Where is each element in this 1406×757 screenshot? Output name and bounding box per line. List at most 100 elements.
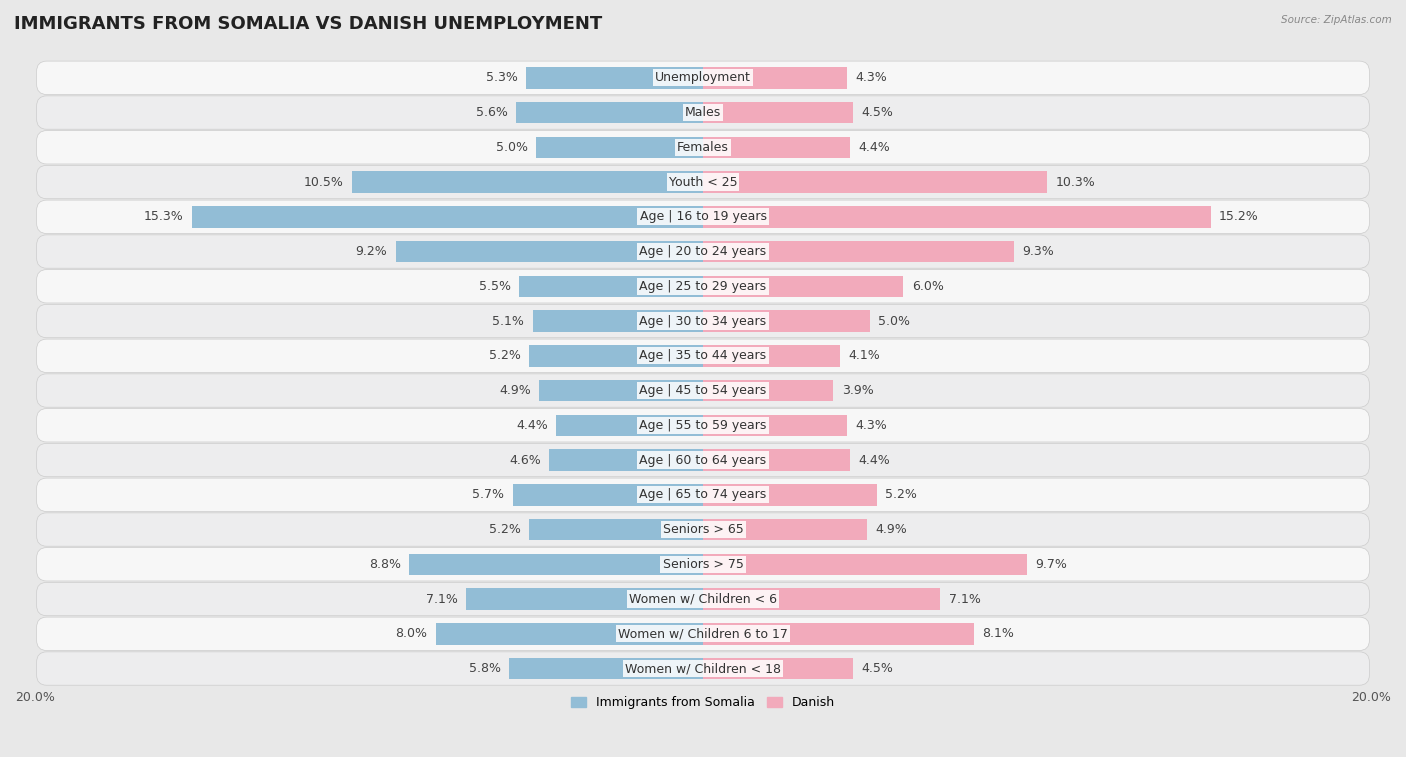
- Bar: [703, 206, 1211, 228]
- Text: Males: Males: [685, 106, 721, 119]
- Text: Age | 20 to 24 years: Age | 20 to 24 years: [640, 245, 766, 258]
- FancyBboxPatch shape: [37, 652, 1369, 685]
- FancyBboxPatch shape: [37, 131, 1369, 164]
- Bar: [703, 101, 853, 123]
- FancyBboxPatch shape: [37, 478, 1369, 512]
- Text: Age | 65 to 74 years: Age | 65 to 74 years: [640, 488, 766, 501]
- FancyBboxPatch shape: [37, 339, 1369, 372]
- Text: 8.1%: 8.1%: [981, 628, 1014, 640]
- Bar: [193, 206, 703, 228]
- Text: 5.8%: 5.8%: [470, 662, 501, 675]
- FancyBboxPatch shape: [37, 200, 1369, 233]
- Text: Age | 16 to 19 years: Age | 16 to 19 years: [640, 210, 766, 223]
- Text: 10.5%: 10.5%: [304, 176, 344, 188]
- Text: Age | 35 to 44 years: Age | 35 to 44 years: [640, 349, 766, 363]
- Bar: [509, 658, 703, 679]
- Text: 6.0%: 6.0%: [911, 280, 943, 293]
- Text: 15.3%: 15.3%: [143, 210, 184, 223]
- Bar: [703, 171, 1047, 193]
- Text: Youth < 25: Youth < 25: [669, 176, 737, 188]
- Bar: [703, 310, 870, 332]
- Text: 4.3%: 4.3%: [855, 71, 887, 84]
- FancyBboxPatch shape: [37, 304, 1369, 338]
- Bar: [703, 380, 834, 401]
- Bar: [703, 345, 839, 366]
- Bar: [703, 136, 851, 158]
- Bar: [519, 276, 703, 297]
- Text: 3.9%: 3.9%: [842, 384, 873, 397]
- FancyBboxPatch shape: [37, 582, 1369, 615]
- Text: Seniors > 65: Seniors > 65: [662, 523, 744, 536]
- Bar: [465, 588, 703, 610]
- Text: Source: ZipAtlas.com: Source: ZipAtlas.com: [1281, 15, 1392, 25]
- Text: Women w/ Children < 18: Women w/ Children < 18: [626, 662, 780, 675]
- Text: 10.3%: 10.3%: [1056, 176, 1095, 188]
- Text: Age | 45 to 54 years: Age | 45 to 54 years: [640, 384, 766, 397]
- FancyBboxPatch shape: [37, 165, 1369, 199]
- Text: 4.9%: 4.9%: [875, 523, 907, 536]
- Bar: [703, 415, 846, 436]
- Text: 4.6%: 4.6%: [509, 453, 541, 466]
- FancyBboxPatch shape: [37, 444, 1369, 477]
- Text: 5.0%: 5.0%: [496, 141, 527, 154]
- Text: 5.3%: 5.3%: [485, 71, 517, 84]
- Text: 4.5%: 4.5%: [862, 662, 894, 675]
- Bar: [533, 310, 703, 332]
- Text: 5.2%: 5.2%: [489, 523, 522, 536]
- Text: Women w/ Children 6 to 17: Women w/ Children 6 to 17: [619, 628, 787, 640]
- Bar: [703, 276, 904, 297]
- Text: Seniors > 75: Seniors > 75: [662, 558, 744, 571]
- FancyBboxPatch shape: [37, 547, 1369, 581]
- Text: Age | 25 to 29 years: Age | 25 to 29 years: [640, 280, 766, 293]
- Bar: [395, 241, 703, 263]
- Text: 4.3%: 4.3%: [855, 419, 887, 431]
- Text: 5.2%: 5.2%: [884, 488, 917, 501]
- Bar: [703, 588, 941, 610]
- Bar: [703, 484, 877, 506]
- Bar: [529, 345, 703, 366]
- Text: IMMIGRANTS FROM SOMALIA VS DANISH UNEMPLOYMENT: IMMIGRANTS FROM SOMALIA VS DANISH UNEMPL…: [14, 15, 602, 33]
- Bar: [353, 171, 703, 193]
- Bar: [540, 380, 703, 401]
- FancyBboxPatch shape: [37, 374, 1369, 407]
- Text: 5.5%: 5.5%: [479, 280, 510, 293]
- Bar: [703, 241, 1014, 263]
- Text: 4.5%: 4.5%: [862, 106, 894, 119]
- Text: 7.1%: 7.1%: [949, 593, 980, 606]
- FancyBboxPatch shape: [37, 617, 1369, 650]
- Text: 4.4%: 4.4%: [858, 141, 890, 154]
- Text: 4.4%: 4.4%: [858, 453, 890, 466]
- Text: 5.6%: 5.6%: [475, 106, 508, 119]
- Bar: [550, 449, 703, 471]
- Text: 5.0%: 5.0%: [879, 315, 910, 328]
- Bar: [703, 519, 866, 540]
- Bar: [526, 67, 703, 89]
- Bar: [703, 623, 973, 644]
- Legend: Immigrants from Somalia, Danish: Immigrants from Somalia, Danish: [565, 691, 841, 714]
- Bar: [409, 553, 703, 575]
- Text: 9.7%: 9.7%: [1035, 558, 1067, 571]
- Bar: [555, 415, 703, 436]
- Text: 5.7%: 5.7%: [472, 488, 505, 501]
- Bar: [529, 519, 703, 540]
- Text: 4.4%: 4.4%: [516, 419, 548, 431]
- Bar: [703, 449, 851, 471]
- Text: 9.3%: 9.3%: [1022, 245, 1053, 258]
- Bar: [703, 658, 853, 679]
- FancyBboxPatch shape: [37, 269, 1369, 303]
- Bar: [536, 136, 703, 158]
- FancyBboxPatch shape: [37, 96, 1369, 129]
- Text: 8.8%: 8.8%: [368, 558, 401, 571]
- FancyBboxPatch shape: [37, 235, 1369, 268]
- Bar: [516, 101, 703, 123]
- Text: 15.2%: 15.2%: [1219, 210, 1258, 223]
- Text: 5.2%: 5.2%: [489, 349, 522, 363]
- Bar: [513, 484, 703, 506]
- Bar: [436, 623, 703, 644]
- Text: 7.1%: 7.1%: [426, 593, 457, 606]
- FancyBboxPatch shape: [37, 512, 1369, 547]
- Bar: [703, 67, 846, 89]
- Text: Unemployment: Unemployment: [655, 71, 751, 84]
- Bar: [703, 553, 1026, 575]
- Text: Age | 30 to 34 years: Age | 30 to 34 years: [640, 315, 766, 328]
